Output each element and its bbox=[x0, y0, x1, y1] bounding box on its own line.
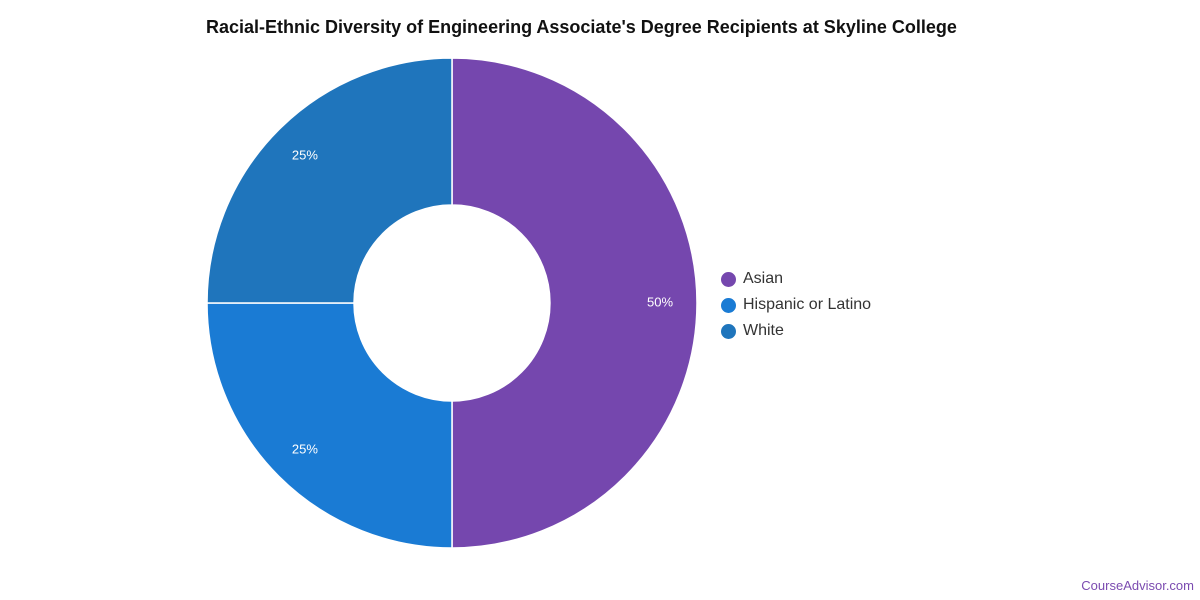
legend-label-hispanic-or-latino: Hispanic or Latino bbox=[743, 296, 872, 313]
legend-item-white[interactable]: White bbox=[721, 318, 871, 344]
legend-swatch-asian bbox=[721, 271, 736, 287]
legend-label-white: White bbox=[743, 322, 784, 339]
legend-swatch-white bbox=[721, 323, 736, 339]
slice-label-hispanic-or-latino: 25% bbox=[292, 442, 318, 457]
slice-asian[interactable] bbox=[451, 57, 698, 549]
slice-hispanic-or-latino[interactable] bbox=[206, 302, 453, 549]
legend-item-asian[interactable]: Asian bbox=[721, 266, 871, 292]
slice-white[interactable] bbox=[206, 57, 453, 304]
slice-label-white: 25% bbox=[292, 147, 318, 162]
slice-label-asian: 50% bbox=[647, 294, 673, 309]
chart-title: Racial-Ethnic Diversity of Engineering A… bbox=[206, 17, 957, 37]
legend-item-hispanic-or-latino[interactable]: Hispanic or Latino bbox=[721, 292, 871, 318]
legend: Asian Hispanic or Latino White bbox=[721, 266, 871, 344]
source-credit[interactable]: CourseAdvisor.com bbox=[1081, 578, 1194, 593]
legend-swatch-hispanic-or-latino bbox=[721, 297, 736, 313]
legend-label-asian: Asian bbox=[743, 270, 784, 287]
